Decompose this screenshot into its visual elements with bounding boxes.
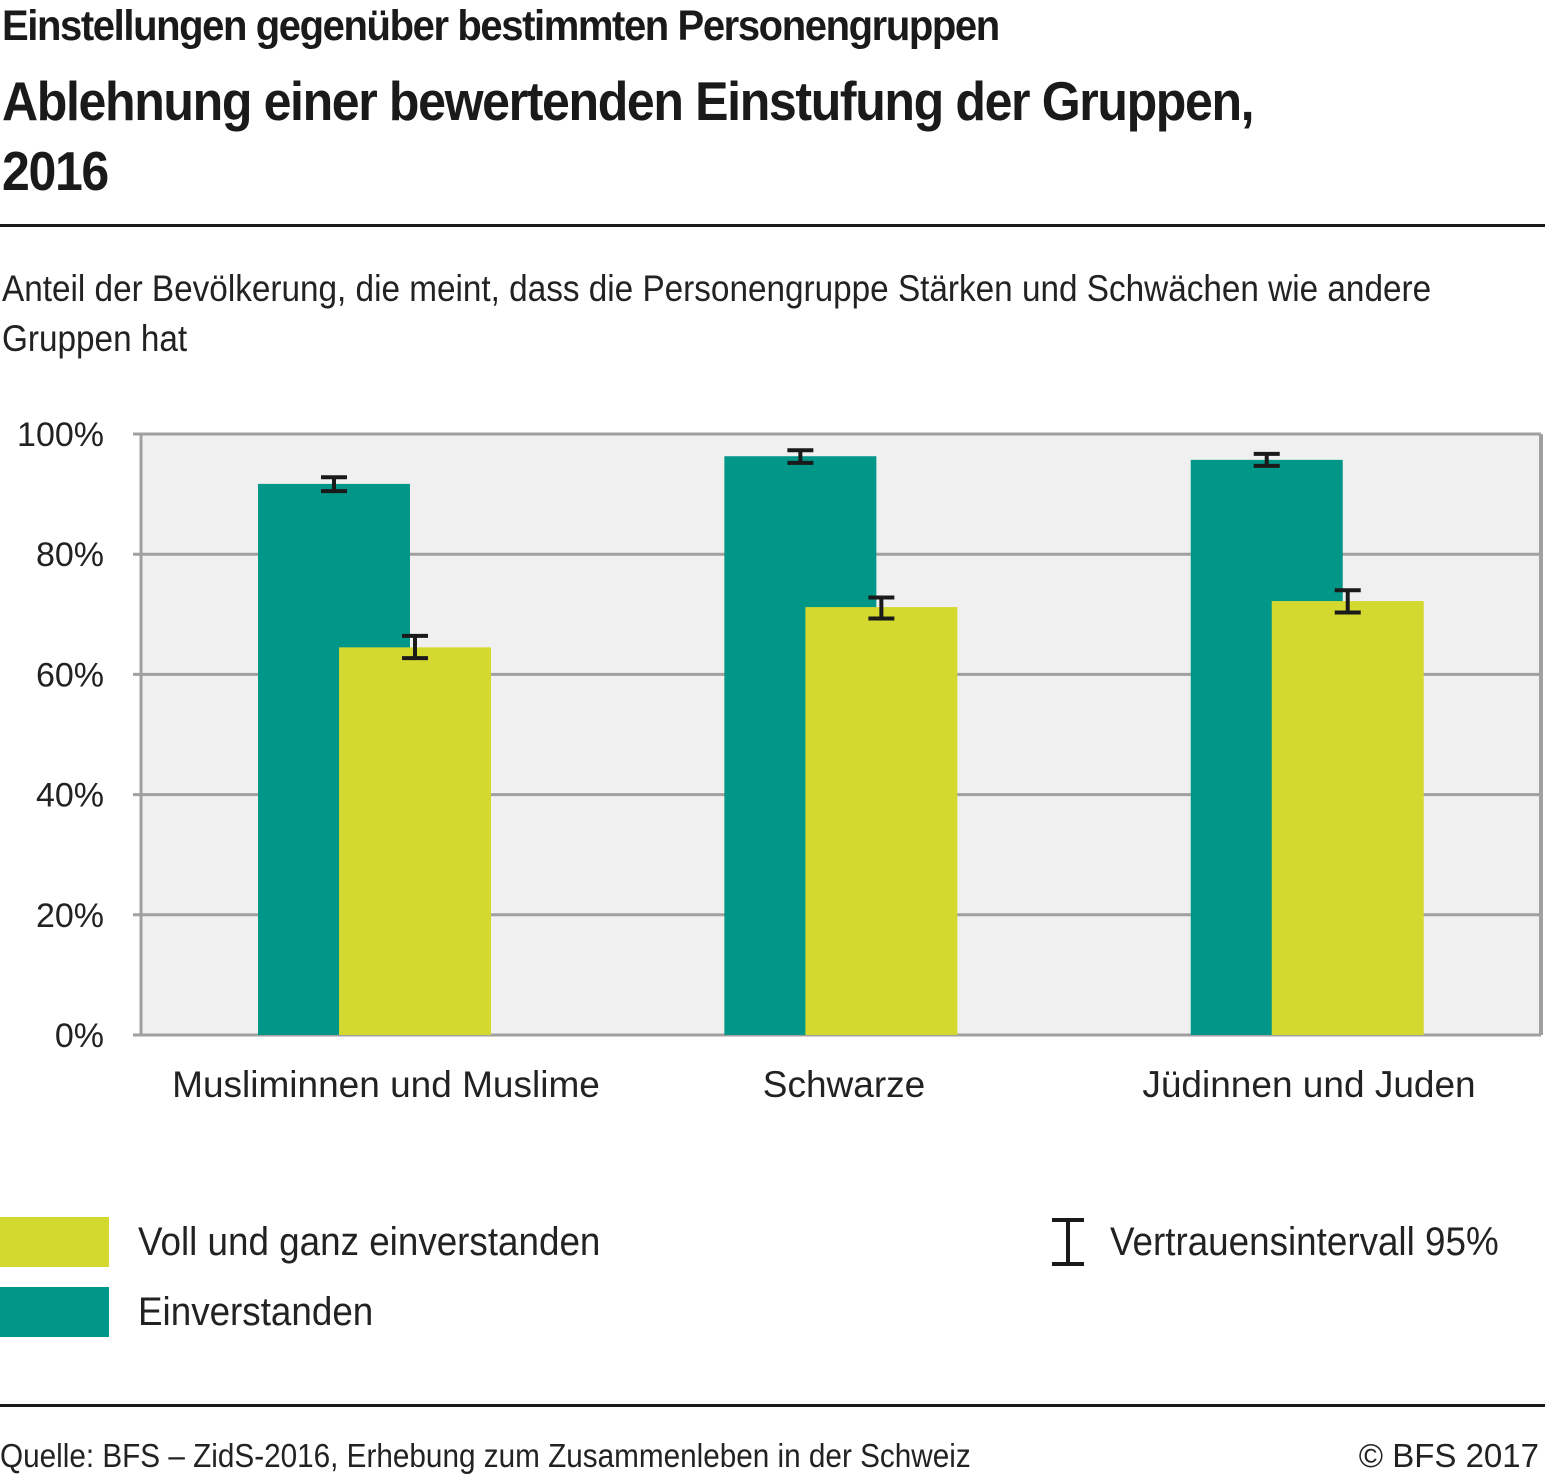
chart-subtitle: Anteil der Bevölkerung, die meint, dass … (2, 268, 1432, 359)
legend-label-ci: Vertrauensintervall 95% (1110, 1220, 1499, 1264)
y-tick-label: 20% (36, 897, 104, 935)
x-category-label: Schwarze (763, 1064, 925, 1105)
bar-chart: 0% 20% 40% 60% 80% 100% Musliminnen und Musli… (17, 416, 1543, 1105)
bar-voll-und-ganz (339, 647, 491, 1035)
y-tick-label: 0% (55, 1017, 104, 1055)
legend-label-einverstanden: Einverstanden (138, 1290, 374, 1334)
y-tick-label: 60% (36, 656, 104, 694)
confidence-interval-icon (1052, 1218, 1084, 1266)
top-divider (0, 224, 1545, 227)
x-category-label: Jüdinnen und Juden (1142, 1064, 1475, 1105)
y-tick-label: 40% (36, 777, 104, 815)
bar-voll-und-ganz (1271, 601, 1424, 1035)
chart-title: Ablehnung einer bewertenden Einstufung d… (2, 70, 1255, 202)
x-category-label: Musliminnen und Muslime (172, 1064, 600, 1105)
source-note: Quelle: BFS – ZidS-2016, Erhebung zum Zu… (0, 1437, 971, 1474)
chart-kicker: Einstellungen gegenüber bestimmten Perso… (2, 2, 1000, 50)
y-tick-label: 100% (17, 416, 104, 454)
legend-swatch-voll (0, 1217, 109, 1267)
bar-voll-und-ganz (805, 607, 958, 1035)
copyright: © BFS 2017 (1358, 1437, 1539, 1474)
legend-label-voll: Voll und ganz einverstanden (138, 1220, 601, 1264)
bottom-divider (0, 1404, 1545, 1407)
y-tick-label: 80% (36, 536, 104, 574)
legend-swatch-einverstanden (0, 1287, 109, 1337)
